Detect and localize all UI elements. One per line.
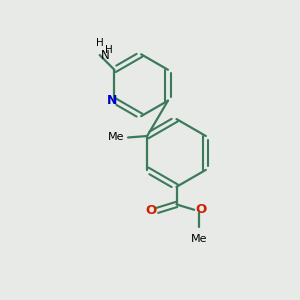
Text: O: O [195,203,206,216]
Text: O: O [145,204,157,217]
Text: N: N [107,94,117,107]
Text: H: H [96,38,104,48]
Text: N: N [101,49,110,62]
Text: H: H [105,45,113,55]
Text: Me: Me [191,234,208,244]
Text: Me: Me [108,133,124,142]
